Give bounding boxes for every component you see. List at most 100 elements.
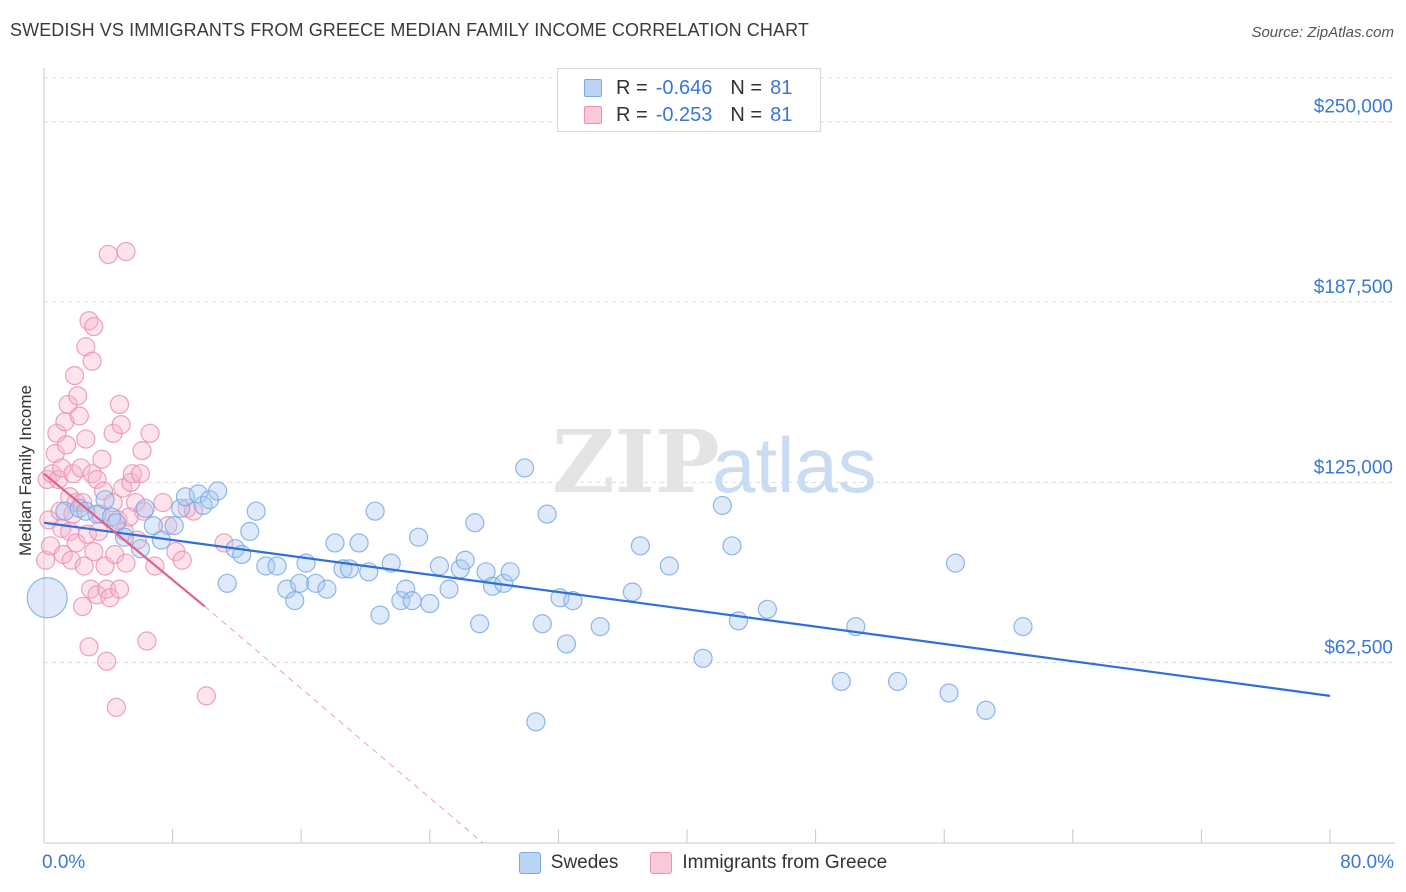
greece-point: [87, 469, 107, 490]
swedes-trend-line: [43, 521, 1331, 697]
swedes-point: [135, 498, 155, 518]
series-legend: Swedes Immigrants from Greece: [0, 852, 1406, 874]
greece-point: [36, 550, 56, 570]
greece-point: [172, 550, 192, 570]
legend-item-greece[interactable]: Immigrants from Greece: [650, 852, 887, 874]
swedes-point: [532, 614, 552, 634]
greece-point: [76, 429, 96, 449]
chart-title: SWEDISH VS IMMIGRANTS FROM GREECE MEDIAN…: [10, 20, 809, 40]
swedes-point: [289, 573, 310, 593]
legend-swatch-greece: [584, 106, 602, 124]
greece-point: [109, 579, 130, 599]
swedes-point: [537, 504, 557, 524]
swedes-point: [188, 484, 208, 504]
greece-point: [97, 651, 117, 671]
legend-r-value: -0.253: [655, 103, 713, 126]
swedes-point: [1013, 617, 1033, 637]
greece-point: [137, 631, 157, 651]
trend-lines: [43, 472, 1331, 844]
swedes-point: [391, 591, 411, 611]
swedes-point: [325, 533, 345, 553]
legend-item-swedes[interactable]: Swedes: [518, 852, 618, 874]
x-axis-max-label: 80.0%: [1340, 852, 1394, 873]
swedes-point: [526, 712, 546, 732]
swedes-point: [55, 501, 75, 521]
swedes-point: [465, 513, 485, 533]
greece-trend-extension: [204, 606, 484, 844]
legend-n-label: N =: [730, 103, 763, 126]
greece-points: [36, 241, 234, 717]
swedes-point: [693, 648, 713, 668]
swedes-point: [420, 593, 440, 614]
greece-point: [196, 686, 216, 706]
legend-r-value: -0.646: [655, 76, 713, 99]
swedes-point: [208, 481, 228, 501]
swedes-point: [240, 521, 260, 542]
swedes-point: [246, 501, 266, 521]
swedes-point: [945, 553, 966, 573]
swedes-point: [267, 556, 287, 576]
legend-r-label: R =: [616, 103, 648, 126]
swedes-point: [976, 700, 996, 720]
source-label: Source: ZipAtlas.com: [1251, 24, 1394, 41]
axes: [43, 68, 1395, 844]
greece-point: [132, 441, 152, 461]
greece-point: [79, 637, 99, 657]
greece-label: Immigrants from Greece: [682, 852, 888, 873]
y-tick-label: $187,500: [1314, 277, 1393, 298]
y-tick-label: $62,500: [1324, 638, 1393, 659]
swedes-point: [439, 579, 459, 599]
greece-point: [111, 415, 131, 435]
greece-point: [116, 241, 136, 262]
legend-swatch-swedes: [584, 79, 602, 97]
swedes-point: [285, 591, 305, 611]
swedes-point: [349, 533, 369, 553]
swedes-point: [381, 553, 401, 573]
swedes-point: [306, 573, 326, 593]
greece-point: [140, 423, 160, 443]
watermark-atlas: atlas: [712, 421, 877, 509]
watermark: ZIP atlas: [552, 412, 877, 513]
swedes-point: [659, 556, 679, 576]
swedes-point: [143, 516, 163, 536]
greece-point: [84, 541, 104, 562]
swedes-point: [831, 671, 851, 692]
swedes-point: [171, 498, 191, 518]
greece-point: [122, 464, 143, 484]
y-tick-labels: $62,500 $125,000 $187,500 $250,000: [1314, 97, 1393, 659]
swedes-point: [402, 591, 422, 611]
swedes-swatch: [518, 852, 541, 874]
greece-point: [109, 394, 130, 415]
greece-point: [98, 244, 118, 265]
swedes-point: [76, 501, 96, 521]
y-tick-label: $250,000: [1314, 97, 1393, 118]
swedes-point: [455, 550, 475, 570]
swedes-point: [515, 458, 535, 478]
greece-point: [52, 458, 72, 478]
greece-point: [130, 464, 151, 484]
legend-n-label: N =: [730, 76, 763, 99]
swedes-point: [712, 495, 732, 516]
swedes-point: [722, 536, 742, 556]
swedes-point: [757, 599, 777, 619]
swedes-point: [26, 577, 68, 619]
swedes-point: [556, 634, 577, 654]
swedes-point: [114, 527, 134, 547]
legend-row-swedes: R = -0.646 N = 81: [584, 76, 792, 100]
swedes-point: [130, 539, 151, 559]
swedes-point: [164, 516, 184, 536]
greece-point: [116, 553, 136, 573]
swedes-point: [408, 527, 429, 547]
swedes-point: [470, 614, 490, 634]
swedes-point: [87, 504, 107, 524]
swedes-point: [590, 617, 610, 637]
legend-n-value: 81: [770, 103, 793, 126]
swedes-point: [939, 683, 959, 703]
swedes-point: [500, 562, 520, 582]
swedes-point: [429, 556, 450, 576]
swedes-point: [887, 671, 908, 692]
swedes-point: [95, 490, 115, 510]
swedes-points: [26, 458, 1033, 732]
swedes-point: [365, 501, 385, 521]
